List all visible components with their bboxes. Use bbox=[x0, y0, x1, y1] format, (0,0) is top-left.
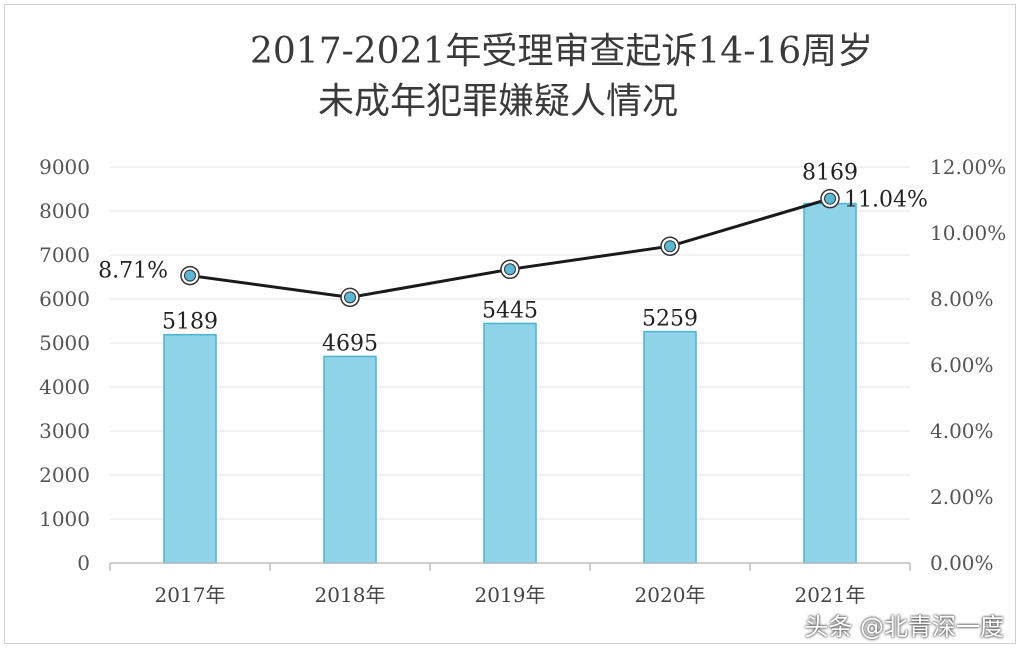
right-tick-label: 10.00% bbox=[930, 221, 1006, 245]
line-series: 8.71% 11.04% bbox=[98, 188, 928, 308]
bar-value-label: 4695 bbox=[322, 331, 378, 356]
x-tick-label: 2018年 bbox=[315, 583, 386, 607]
left-tick-label: 2000 bbox=[39, 463, 90, 487]
x-tick-label: 2020年 bbox=[635, 583, 706, 607]
left-axis: 0 1000 2000 3000 4000 5000 6000 7000 8000 9000 bbox=[39, 155, 90, 575]
x-tick-label: 2019年 bbox=[475, 583, 546, 607]
right-tick-label: 6.00% bbox=[930, 353, 994, 377]
left-tick-label: 4000 bbox=[39, 375, 90, 399]
bar bbox=[643, 330, 697, 564]
bar-value-label: 5189 bbox=[162, 310, 218, 335]
left-tick-label: 0 bbox=[77, 551, 90, 575]
bar bbox=[803, 202, 857, 564]
bar-value-label: 5445 bbox=[482, 298, 538, 323]
line-marker-inner bbox=[344, 291, 356, 304]
bar-value-label: 5259 bbox=[642, 307, 698, 332]
watermark: 头条 @北青深一度 bbox=[804, 613, 1004, 641]
right-tick-label: 12.00% bbox=[930, 155, 1006, 179]
line-path bbox=[189, 197, 831, 299]
left-tick-label: 9000 bbox=[39, 155, 90, 179]
right-tick-label: 8.00% bbox=[930, 287, 994, 311]
bar bbox=[163, 333, 217, 564]
right-axis: 0.00% 2.00% 4.00% 6.00% 8.00% 10.00% 12.00% bbox=[930, 155, 1006, 575]
bar-series: 5189 4695 5445 5259 8169 bbox=[162, 161, 858, 564]
left-tick-label: 6000 bbox=[39, 287, 90, 311]
bar-value-label: 8169 bbox=[802, 161, 858, 186]
chart-title-line2: 未成年犯罪嫌疑人情况 bbox=[318, 81, 679, 122]
line-marker-inner bbox=[504, 263, 516, 276]
left-tick-label: 7000 bbox=[39, 243, 90, 267]
chart-title-line1: 2017-2021年受理审查起诉14-16周岁 bbox=[250, 31, 874, 72]
left-tick-label: 5000 bbox=[39, 331, 90, 355]
left-tick-label: 8000 bbox=[39, 199, 90, 223]
x-tick-label: 2021年 bbox=[795, 583, 866, 607]
line-marker-inner bbox=[664, 240, 676, 253]
bar bbox=[483, 322, 537, 564]
line-point-label: 11.04% bbox=[844, 188, 928, 213]
x-tick-label: 2017年 bbox=[155, 583, 226, 607]
left-tick-label: 1000 bbox=[39, 507, 90, 531]
bar bbox=[323, 355, 377, 564]
right-tick-label: 0.00% bbox=[930, 551, 994, 575]
left-tick-label: 3000 bbox=[39, 419, 90, 443]
line-point-label: 8.71% bbox=[98, 259, 168, 284]
right-tick-label: 2.00% bbox=[930, 485, 994, 509]
line-marker-inner bbox=[184, 269, 196, 282]
line-marker-inner bbox=[824, 192, 836, 205]
right-tick-label: 4.00% bbox=[930, 419, 994, 443]
x-axis: 2017年 2018年 2019年 2020年 2021年 bbox=[109, 562, 911, 607]
